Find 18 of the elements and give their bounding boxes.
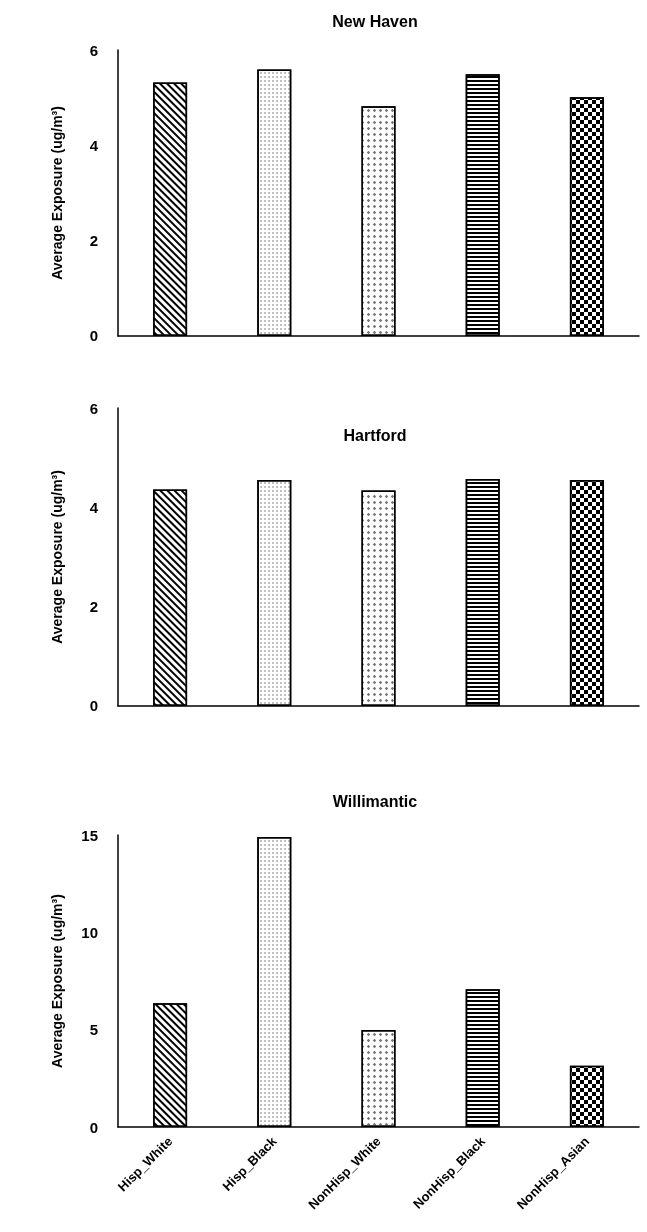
y-axis-title: Average Exposure (ug/m³) (49, 470, 65, 644)
y-tick-label: 0 (89, 697, 98, 715)
y-tick-label: 6 (89, 41, 98, 59)
y-axis-title: Average Exposure (ug/m³) (49, 106, 65, 280)
text: Hartford (343, 426, 407, 444)
chart-title: Willimantic (332, 792, 418, 810)
y-axis-title: Average Exposure (ug/m³) (49, 894, 65, 1068)
y-tick-label: 2 (89, 232, 98, 250)
y-tick-label: 4 (89, 136, 99, 154)
y-tick-label: 4 (89, 498, 99, 516)
y-tick-label: 15 (81, 826, 98, 844)
y-tick-label: 2 (89, 598, 98, 616)
chart-title: New Haven (332, 12, 418, 30)
y-tick-label: 10 (81, 923, 98, 941)
y-tick-label: 5 (89, 1021, 98, 1039)
y-tick-label: 0 (89, 327, 98, 345)
y-tick-label: 6 (89, 399, 98, 417)
y-tick-label: 0 (89, 1118, 98, 1136)
